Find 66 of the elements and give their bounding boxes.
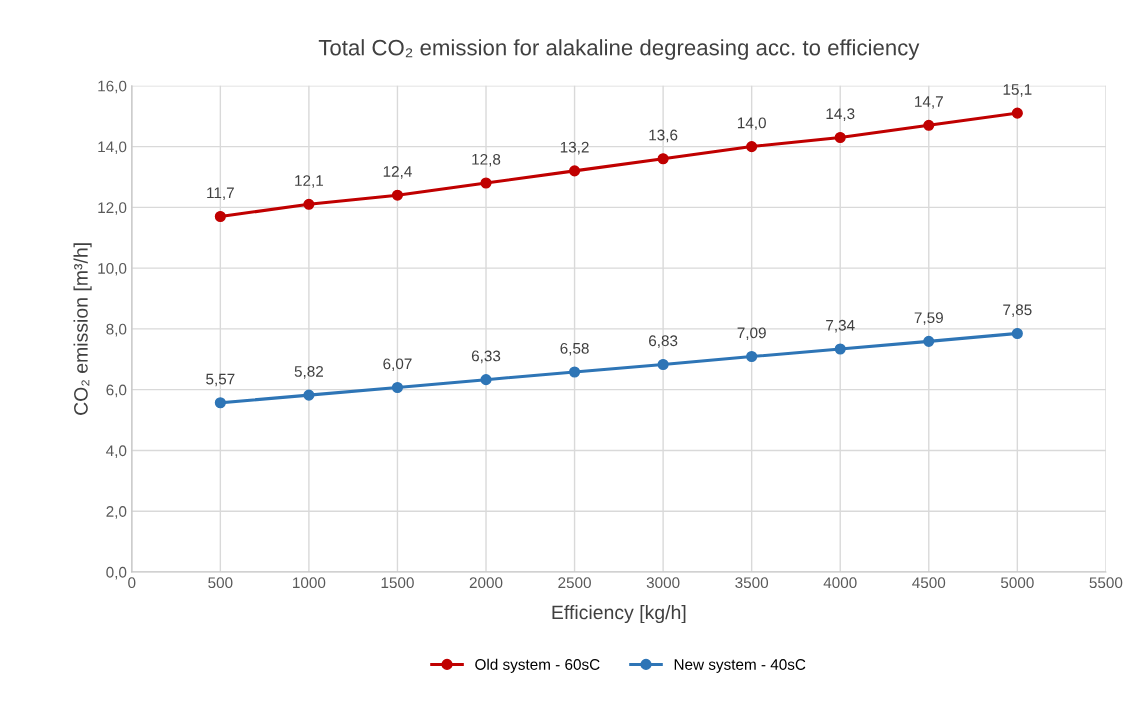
y-tick-label: 2,0 xyxy=(106,506,127,519)
x-tick-label: 2000 xyxy=(469,577,503,589)
point xyxy=(569,165,581,177)
point xyxy=(391,189,404,201)
point xyxy=(303,198,315,210)
data-label: 14,0 xyxy=(737,117,766,131)
point xyxy=(923,119,935,131)
point xyxy=(657,153,669,165)
point xyxy=(746,141,758,153)
x-tick-label: 5500 xyxy=(1089,577,1123,589)
y-tick-label: 12,0 xyxy=(98,202,127,215)
data-label: 15,1 xyxy=(1003,84,1032,97)
y-tick-label: 14,0 xyxy=(98,141,127,155)
point xyxy=(834,343,846,355)
data-label: 6,33 xyxy=(471,350,501,364)
legend-label: New system - 40sC xyxy=(674,659,806,673)
x-tick-label: 4500 xyxy=(912,577,946,589)
data-label: 12,8 xyxy=(472,153,501,167)
data-label: 6,83 xyxy=(649,335,678,348)
data-label: 6,58 xyxy=(560,342,589,356)
data-label: 13,6 xyxy=(649,129,678,143)
data-label: 14,7 xyxy=(915,96,943,109)
data-label: 14,3 xyxy=(826,108,855,121)
data-label: 13,2 xyxy=(560,141,589,155)
point xyxy=(480,177,492,189)
data-label: 7,59 xyxy=(914,312,943,325)
x-tick-label: 500 xyxy=(208,577,233,589)
x-tick-label: 3000 xyxy=(646,577,680,589)
point xyxy=(214,397,226,409)
data-label: 12,4 xyxy=(383,166,412,179)
data-label: 12,1 xyxy=(295,175,324,188)
point xyxy=(214,210,226,223)
data-label: 6,07 xyxy=(383,358,412,372)
point xyxy=(303,389,315,401)
chart-title: Total CO₂ emission for alakaline degreasing acc. to efficiency xyxy=(318,39,920,60)
point xyxy=(1011,107,1023,119)
point xyxy=(391,381,404,394)
y-tick-label: 6,0 xyxy=(106,384,127,398)
x-tick-label: 5000 xyxy=(1000,577,1034,589)
x-tick-label: 1500 xyxy=(381,577,414,589)
y-tick-label: 8,0 xyxy=(106,323,127,337)
x-tick-label: 2500 xyxy=(558,577,591,589)
point xyxy=(1011,327,1023,340)
point xyxy=(746,350,758,363)
x-tick-label: 0 xyxy=(128,577,136,589)
point xyxy=(569,366,581,378)
x-tick-label: 1000 xyxy=(293,577,326,589)
data-label: 7,85 xyxy=(1003,304,1032,317)
y-tick-label: 4,0 xyxy=(106,445,127,458)
y-tick-label: 0,0 xyxy=(106,566,127,580)
data-label: 5,82 xyxy=(294,366,323,379)
data-label: 7,34 xyxy=(826,319,855,333)
x-axis-title: Efficiency [kg/h] xyxy=(552,604,686,624)
point xyxy=(480,374,492,386)
data-label: 7,09 xyxy=(737,327,766,341)
x-tick-label: 3500 xyxy=(735,577,769,589)
point xyxy=(657,358,669,371)
legend-label: Old system - 60sC xyxy=(475,658,600,673)
point xyxy=(834,131,846,144)
y-tick-label: 10,0 xyxy=(98,262,127,276)
data-label: 11,7 xyxy=(207,187,234,200)
data-label: 5,57 xyxy=(206,373,235,387)
y-axis-title: CO₂ emission [m³/h] xyxy=(73,243,92,415)
x-tick-label: 4000 xyxy=(823,577,857,589)
point xyxy=(923,335,935,347)
y-tick-label: 16,0 xyxy=(98,80,127,94)
